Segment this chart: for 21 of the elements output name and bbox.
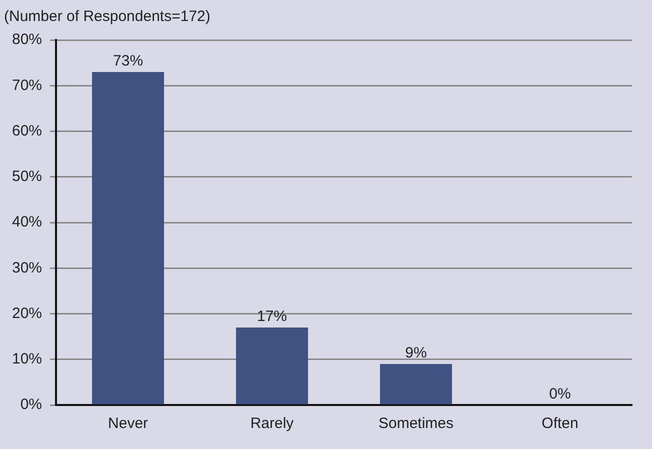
chart-title: (Number of Respondents=172): [4, 8, 210, 26]
x-tick-label: Often: [542, 415, 578, 432]
y-tick-label: 50%: [12, 168, 42, 186]
y-tick-label: 60%: [12, 122, 42, 140]
x-tick-label: Sometimes: [378, 415, 454, 432]
y-tick-label: 80%: [12, 31, 42, 48]
x-tick-label: Never: [108, 415, 148, 432]
y-tick-label: 0%: [20, 396, 42, 414]
bar: [236, 327, 308, 404]
y-tick-label: 20%: [12, 304, 42, 322]
bar: [380, 364, 452, 404]
data-label: 73%: [113, 52, 144, 70]
y-tick-label: 40%: [12, 214, 42, 231]
y-tick-label: 30%: [12, 259, 42, 276]
bar: [92, 72, 164, 404]
y-tick-label: 70%: [12, 76, 42, 94]
x-tick-label: Rarely: [250, 415, 294, 432]
data-label: 0%: [549, 386, 571, 403]
data-label: 9%: [405, 344, 427, 362]
y-tick-label: 10%: [12, 350, 42, 368]
data-label: 17%: [257, 308, 288, 326]
